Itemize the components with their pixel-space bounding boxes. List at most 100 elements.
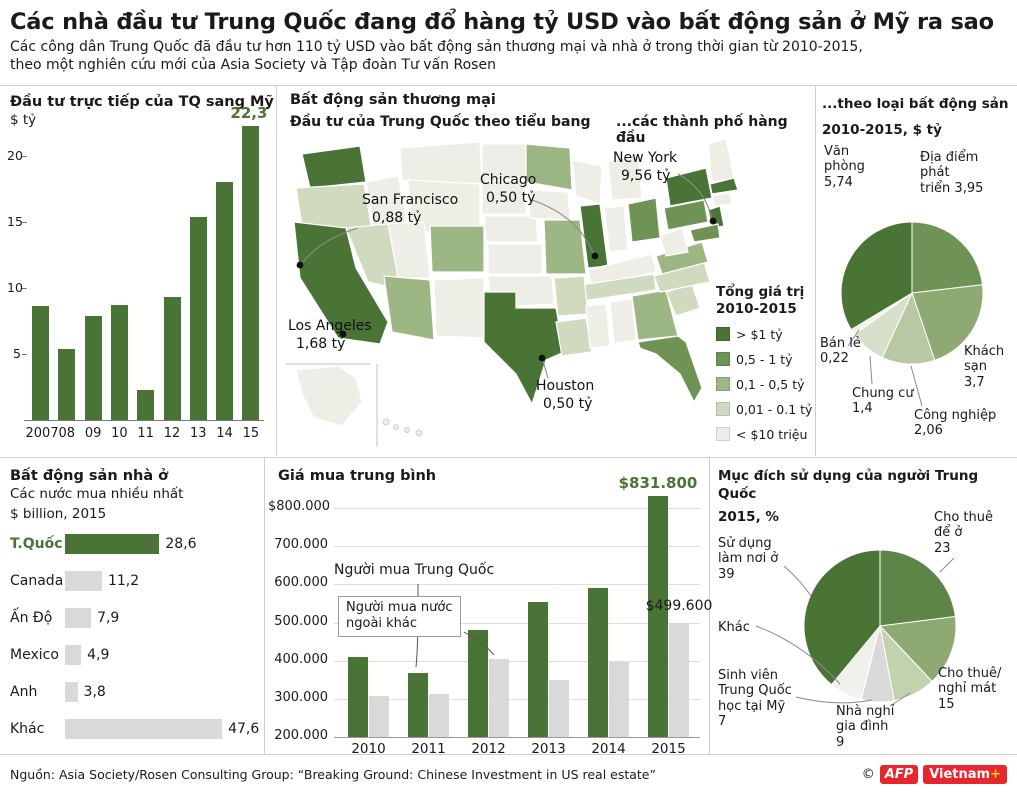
gridline [334,698,700,700]
copyright-symbol: © [861,766,875,782]
state-shape [603,205,629,253]
legend-label: 0,5 - 1 tỷ [736,351,793,367]
x-tick-label: 2012 [471,741,506,757]
vietnamplus-logo: Vietnam+ [923,764,1007,784]
legend-label: 0,01 - 0.1 tỷ [736,401,813,417]
pie-label-khach-san: Khách sạn 3,7 [964,344,1005,390]
label-leader-lines [847,329,923,407]
price-chart: $800.000 700.000 600.000 500.000 400.000 300.… [268,462,706,757]
x-tick-label: 2011 [411,741,446,757]
bar [65,571,102,591]
city-label-houston: Houston [536,378,594,394]
bar-other [549,679,569,737]
gridline [334,584,700,586]
pie-label-chung-cu: Chung cư 1,4 [852,386,914,417]
x-axis [334,737,700,738]
bar-chinese [468,630,488,737]
label-leader-lines [755,557,955,707]
divider [0,85,1017,86]
state-shape [607,153,643,201]
country-label: T.Quốc [10,536,63,552]
state-shape [609,298,637,344]
vietnamplus-text: Vietnam [929,766,991,782]
other-value-label: $499.600 [645,598,713,614]
map-cities-note: ...các thành phố hàng đầu [616,114,788,146]
state-shape [637,335,703,404]
pie-slice [803,549,881,686]
source-note: Nguồn: Asia Society/Rosen Consulting Gro… [10,766,656,782]
us-map: San Francisco 0,88 tỷ Chicago 0,50 tỷ Ne… [286,137,739,446]
x-tick-label: 2014 [591,741,626,757]
city-dot-new-york [709,217,717,225]
city-dot-san-francisco [296,261,304,269]
x-tick-label: 08 [58,426,76,441]
bar [65,608,92,628]
bar-value-label: 3,8 [83,684,106,700]
legend-item: > $1 tỷ [716,327,812,342]
axis-tick-label: 700.000 [274,537,328,553]
series-label-other-foreign-buyers: Người mua nước ngoài khác [338,596,461,637]
fdi-chart-title: Đầu tư trực tiếp của TQ sang Mỹ [10,94,274,110]
city-dot-houston [538,354,546,362]
bar [65,719,223,739]
city-label-los-angeles: Los Angeles [288,318,372,334]
pie-label-van-phong: Văn phòng 5,74 [824,144,865,190]
city-value-san-francisco: 0,88 tỷ [372,210,421,226]
pie-label-cong-nghiep: Công nghiệp 2,06 [914,408,997,439]
state-shape [659,227,689,257]
panel-fdi-chart: Đầu tư trực tiếp của TQ sang Mỹ $ tỷ 5 10… [7,88,274,455]
type-pie-title-line-2: 2010-2015, $ tỷ [822,121,942,138]
city-leader-lines [302,173,713,379]
pie-label-nha-nghi-gia-dinh: Nhà nghỉ gia đình 9 [836,704,895,750]
divider [0,754,1017,755]
fdi-y-axis-unit: $ tỷ [10,112,37,128]
subtitle-line-2: theo một nghiên cứu mới của Asia Society… [10,57,496,74]
state-shape [571,159,603,205]
map-legend: Tổng giá trị 2010-2015 > $1 tỷ 0,5 - 1 tỷ… [716,284,812,452]
type-pie-svg [840,221,984,407]
bar-chinese [528,601,548,737]
us-states [293,137,739,427]
map-legend-items: > $1 tỷ 0,5 - 1 tỷ 0,1 - 0,5 tỷ 0,01 - 0.1 … [716,327,812,442]
panel-purpose-pie: Mục đích sử dụng của người Trung Quốc 20… [712,462,1010,752]
state-shape [585,303,611,349]
bar [65,682,78,702]
legend-swatch [716,427,730,442]
city-dot-chicago [591,252,599,260]
axis-tick-label: 200.000 [274,728,328,743]
axis-tick-label: 500.000 [274,613,328,629]
state-shape [295,365,363,427]
pie-label-su-dung-lam-noi-o: Sử dụng làm nơi ở 39 [718,536,779,582]
pie-slice [878,615,957,683]
country-label: Mexico [10,647,59,663]
legend-item: 0,5 - 1 tỷ [716,352,812,367]
bar [242,125,260,420]
divider [815,86,816,456]
legend-item: 0,01 - 0.1 tỷ [716,402,812,417]
axis-tick-label: $800.000 [268,499,331,514]
axis-tick-label: 300.000 [274,689,328,705]
bar-other [489,658,509,737]
legend-title-line-1: Tổng giá trị [716,284,805,300]
bar-value-label: 28,6 [165,536,197,552]
fdi-chart: 5 10 15 20 2007 08 09 10 11 12 13 14 15 22,3 [7,88,270,455]
gridline [334,622,700,624]
legend-item: < $10 triệu [716,427,812,442]
country-row: Mexico 4,9 [10,645,258,665]
x-tick-label: 14 [216,426,233,441]
res-rows: T.Quốc 28,6 Canada 11,2 Ấn Độ 7,9 Mexico 4,9 Anh… [10,534,259,756]
header: Các nhà đầu tư Trung Quốc đang đổ hàng t… [0,0,1017,74]
country-label: Ấn Độ [10,610,53,626]
pie-slice [911,284,984,361]
axis-tick-label: 20 [7,148,23,163]
state-shape [433,277,485,339]
city-label-san-francisco: San Francisco [362,192,458,208]
state-shape [627,197,661,243]
x-tick-label: 13 [190,426,207,441]
state-shape [483,291,565,406]
residential-title: Bất động sản nhà ở [10,468,169,484]
state-shape [543,219,587,275]
afp-logo: AFP [879,764,919,784]
pie-label-sinh-vien: Sinh viên Trung Quốc học tại Mỹ 7 [718,668,792,729]
bar-other [609,661,629,737]
